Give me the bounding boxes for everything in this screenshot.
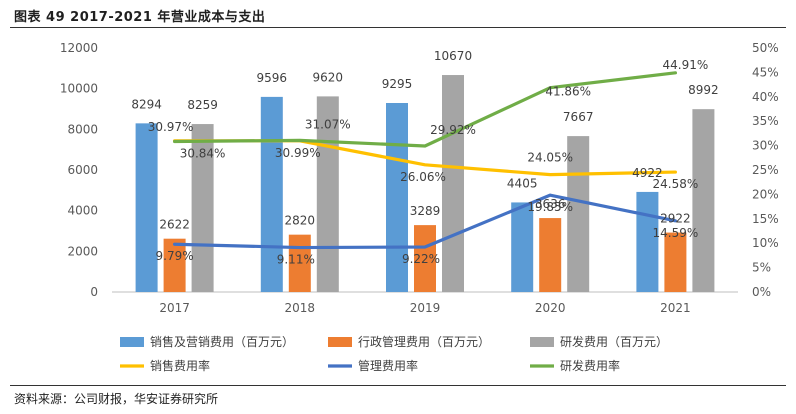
admin-bar — [664, 232, 687, 292]
legend-sales-bar-swatch — [120, 337, 144, 347]
sales-bar-value-label: 4922 — [632, 166, 663, 180]
rd-bar-value-label: 8259 — [187, 98, 218, 112]
title-rule — [10, 27, 786, 28]
y-right-tick-label: 35% — [752, 114, 779, 128]
rd-bar-value-label: 7667 — [563, 110, 594, 124]
admin-bar-value-label: 2622 — [159, 218, 190, 232]
y-right-tick-label: 25% — [752, 163, 779, 177]
cost-expense-chart: 0 2000 4000 6000 8000 10000 12000 0% 5% 10% 15% 20%… — [60, 41, 779, 373]
rd-rate-line-value-label: 44.91% — [663, 58, 709, 72]
x-tick-label: 2020 — [535, 301, 566, 315]
rd-rate-line-value-label: 31.07% — [305, 117, 351, 131]
sales-rate-line-value-label: 30.99% — [275, 146, 321, 160]
admin-bar — [414, 225, 436, 292]
admin-rate-line-value-label: 19.85% — [527, 200, 573, 214]
admin-rate-line-value-label: 9.79% — [156, 249, 194, 263]
rd-bar-value-label: 8992 — [688, 83, 719, 97]
y-right-tick-label: 10% — [752, 236, 779, 250]
legend-sales-rate-label: 销售费用率 — [150, 358, 210, 373]
rd-rate-line-value-label: 29.92% — [430, 123, 476, 137]
sales-rate-line-value-label: 24.58% — [653, 177, 699, 191]
y-right-tick-label: 0% — [752, 285, 771, 299]
legend-admin-bar-label: 行政管理费用（百万元） — [358, 334, 490, 349]
x-tick-label: 2018 — [285, 301, 316, 315]
rd-rate-line — [173, 71, 678, 148]
y-right-tick-label: 40% — [752, 90, 779, 104]
y-left-tick-label: 2000 — [67, 244, 98, 258]
sales-bar-value-label: 9295 — [382, 77, 413, 91]
legend-admin-rate-label: 管理费用率 — [358, 358, 418, 373]
admin-bar-value-label: 2820 — [285, 214, 316, 228]
sales-rate-line-value-label: 30.97% — [148, 120, 194, 134]
legend-rd-rate-label: 研发费用率 — [560, 358, 620, 373]
rd-rate-line-value-label: 30.84% — [180, 147, 226, 161]
admin-rate-line-value-label: 14.59% — [653, 226, 699, 240]
y-left-tick-label: 8000 — [67, 122, 98, 136]
admin-bar — [163, 238, 186, 292]
sales-bar-value-label: 9596 — [257, 71, 288, 85]
sales-rate-line-value-label: 24.05% — [527, 151, 573, 165]
rd-bar-value-label: 9620 — [313, 70, 344, 84]
y-left-tick-label: 4000 — [67, 204, 98, 218]
y-left-tick-label: 10000 — [60, 82, 98, 96]
x-tick-label: 2019 — [410, 301, 441, 315]
y-left-tick-label: 6000 — [67, 163, 98, 177]
legend-rd-bar-swatch — [530, 337, 554, 347]
admin-rate-line-value-label: 9.22% — [402, 252, 440, 266]
source-rule — [10, 385, 786, 386]
sales-rate-line-value-label: 26.06% — [400, 170, 446, 184]
y-left-tick-label: 0 — [90, 285, 98, 299]
legend-rd-bar-label: 研发费用（百万元） — [560, 334, 668, 349]
y-right-tick-label: 45% — [752, 65, 779, 79]
rd-bar — [191, 124, 214, 292]
y-left-tick-label: 12000 — [60, 41, 98, 55]
rd-bar-value-label: 10670 — [434, 49, 472, 63]
admin-bar-value-label: 3289 — [410, 204, 441, 218]
legend-sales-bar-label: 销售及营销费用（百万元） — [150, 334, 294, 349]
source-note: 资料来源：公司财报，华安证券研究所 — [14, 392, 219, 406]
y-right-tick-label: 30% — [752, 139, 779, 153]
y-right-tick-label: 50% — [752, 41, 779, 55]
admin-rate-line-value-label: 9.11% — [277, 253, 315, 267]
rd-bar — [692, 109, 715, 293]
sales-bar — [135, 123, 158, 292]
x-tick-label: 2017 — [159, 301, 190, 315]
admin-bar-value-label: 2922 — [660, 212, 691, 226]
rd-rate-line-value-label: 41.86% — [545, 85, 591, 99]
admin-bar — [539, 218, 562, 292]
legend-admin-bar-swatch — [328, 337, 352, 347]
sales-bar — [260, 96, 283, 292]
admin-rate-line — [173, 193, 678, 250]
y-right-tick-label: 15% — [752, 212, 779, 226]
figure-title: 图表 49 2017-2021 年营业成本与支出 — [14, 10, 266, 25]
sales-bar — [386, 103, 408, 292]
admin-bar-value-label: 3636 — [535, 197, 566, 211]
sales-bar-value-label: 8294 — [131, 97, 162, 111]
x-tick-label: 2021 — [660, 301, 691, 315]
y-right-tick-label: 20% — [752, 187, 779, 201]
sales-bar — [636, 191, 659, 292]
sales-bar — [511, 202, 534, 292]
sales-bar-value-label: 4405 — [507, 176, 538, 190]
y-right-tick-label: 5% — [752, 261, 771, 275]
